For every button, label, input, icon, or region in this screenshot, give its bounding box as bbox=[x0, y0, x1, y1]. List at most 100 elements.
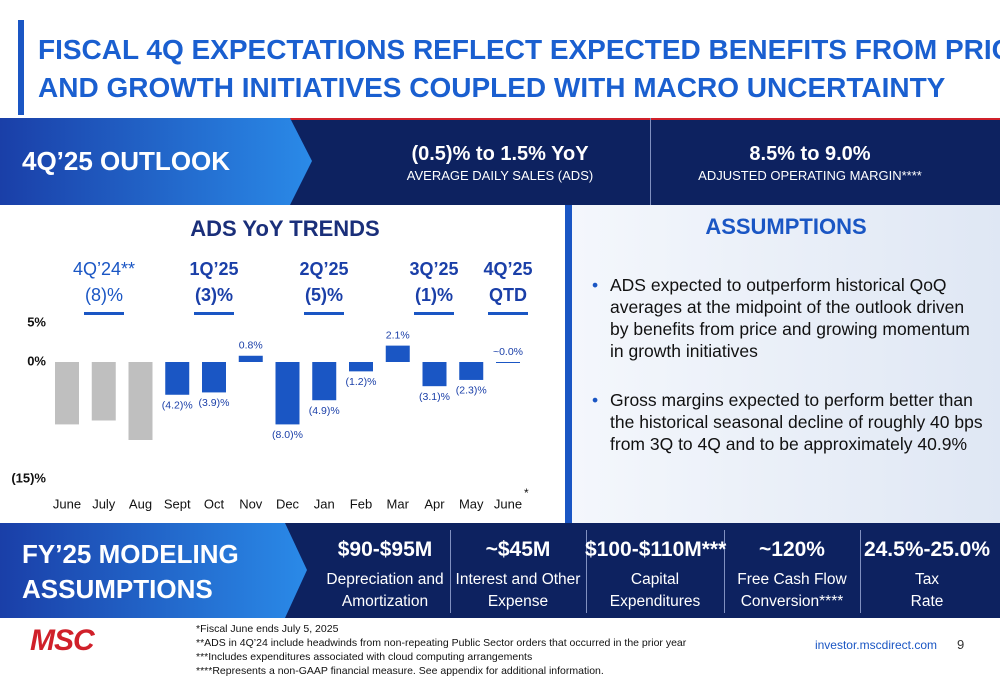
x-tick-label: Jan bbox=[314, 496, 335, 511]
logo: MSC bbox=[30, 624, 95, 657]
fy-caption: Conversion**** bbox=[740, 593, 844, 610]
fy-caption: Depreciation and bbox=[326, 571, 444, 588]
divider bbox=[724, 530, 725, 613]
data-label: (1.2)% bbox=[346, 376, 377, 388]
x-tick-label: Dec bbox=[276, 496, 300, 511]
title-line: FISCAL 4Q EXPECTATIONS REFLECT EXPECTED … bbox=[38, 34, 1000, 65]
footnote: *Fiscal June ends July 5, 2025 bbox=[196, 623, 339, 635]
bar bbox=[202, 362, 226, 393]
x-tick-label: Aug bbox=[129, 496, 152, 511]
quarter-underline bbox=[414, 312, 454, 315]
panel-bar bbox=[565, 205, 572, 523]
outlook-item: (0.5)% to 1.5% YoY AVERAGE DAILY SALES (… bbox=[380, 143, 620, 183]
data-label: 0.8% bbox=[239, 340, 263, 352]
page-number: 9 bbox=[957, 637, 965, 652]
bar bbox=[422, 362, 447, 387]
fy-value: $100-$110M*** bbox=[585, 538, 727, 561]
data-label: (2.3)% bbox=[456, 385, 487, 397]
title-bar bbox=[18, 20, 24, 115]
y-tick-label: (15)% bbox=[11, 470, 46, 485]
bar bbox=[349, 362, 373, 372]
footnote: ****Represents a non-GAAP financial meas… bbox=[196, 665, 604, 677]
bullet-text: ADS expected to outperform historical Qo… bbox=[610, 275, 970, 361]
divider bbox=[586, 530, 587, 613]
chart-title: ADS YoY TRENDS bbox=[190, 216, 379, 241]
fy-value: 24.5%-25.0% bbox=[863, 538, 991, 561]
data-label: (4.2)% bbox=[162, 400, 193, 412]
fy-caption: Free Cash Flow bbox=[737, 571, 847, 588]
bar bbox=[165, 362, 190, 395]
x-tick-label: July bbox=[92, 496, 116, 511]
divider bbox=[860, 530, 861, 613]
bullet: • ADS expected to outperform historical Q… bbox=[592, 275, 970, 361]
quarter-value: (1)% bbox=[415, 285, 453, 305]
outlook-value: 8.5% to 9.0% bbox=[749, 143, 871, 165]
bar bbox=[312, 362, 337, 401]
fy-caption: Amortization bbox=[341, 593, 429, 610]
quarter-value: QTD bbox=[489, 285, 527, 305]
quarter-underline bbox=[84, 312, 124, 315]
url: investor.mscdirect.com bbox=[814, 638, 937, 652]
quarter-underline bbox=[488, 312, 528, 315]
fy-caption: Interest and Other bbox=[455, 571, 581, 588]
x-tick-label: Oct bbox=[204, 496, 225, 511]
outlook-caption: AVERAGE DAILY SALES (ADS) bbox=[406, 168, 594, 183]
quarter-name: 1Q’25 bbox=[189, 259, 238, 279]
y-tick-label: 5% bbox=[27, 314, 46, 329]
quarter-underline bbox=[194, 312, 234, 315]
quarter-underline bbox=[304, 312, 344, 315]
x-tick-label: Mar bbox=[387, 496, 410, 511]
fy-arrow bbox=[0, 523, 307, 618]
x-tick-label: Feb bbox=[350, 496, 372, 511]
bullet: • Gross margins expected to perform bette… bbox=[592, 390, 983, 454]
assumptions-title: ASSUMPTIONS bbox=[705, 214, 867, 239]
x-tick-label: June bbox=[53, 496, 81, 511]
bar bbox=[91, 362, 116, 421]
assumptions-panel bbox=[572, 205, 1000, 523]
outlook-label: 4Q’25 OUTLOOK bbox=[22, 146, 231, 176]
fy-label: ASSUMPTIONS bbox=[22, 574, 213, 604]
bar bbox=[385, 345, 410, 362]
fy-caption: Rate bbox=[910, 593, 944, 610]
quarter-value: (5)% bbox=[305, 285, 343, 305]
outlook-item: 8.5% to 9.0% ADJUSTED OPERATING MARGIN**… bbox=[660, 143, 960, 183]
data-label: (8.0)% bbox=[272, 429, 303, 441]
fy-caption: Expenditures bbox=[609, 593, 701, 610]
fy-value: ~$45M bbox=[485, 538, 551, 561]
bar bbox=[459, 362, 484, 380]
fy-caption: Capital bbox=[630, 571, 680, 588]
quarter-value: (8)% bbox=[85, 285, 123, 305]
quarter-name: 2Q’25 bbox=[299, 259, 348, 279]
footnote: ***Includes expenditures associated with… bbox=[196, 651, 533, 663]
data-label: (3.1)% bbox=[419, 391, 450, 403]
y-tick-label: 0% bbox=[27, 353, 46, 368]
data-label: 2.1% bbox=[386, 329, 410, 341]
quarter-value: (3)% bbox=[195, 285, 233, 305]
chart: ADS YoY TRENDS 5% 0% (15)% June July Aug (4.2)… bbox=[11, 216, 532, 512]
quarter-name: 4Q’25 bbox=[483, 259, 532, 279]
fy-value: $90-$95M bbox=[337, 538, 433, 561]
x-tick-label: Apr bbox=[424, 496, 445, 511]
bar bbox=[128, 362, 153, 440]
bar bbox=[275, 362, 300, 425]
outlook-value: (0.5)% to 1.5% YoY bbox=[411, 143, 589, 165]
x-tick-label: June bbox=[494, 496, 522, 511]
data-label: (4.9)% bbox=[309, 405, 340, 417]
outlook-caption: ADJUSTED OPERATING MARGIN**** bbox=[698, 168, 922, 183]
fy-caption: Tax bbox=[914, 571, 940, 588]
bullet-text: Gross margins expected to perform better… bbox=[610, 390, 983, 454]
quarter-name: 4Q’24** bbox=[73, 259, 135, 279]
x-tick-label: Sept bbox=[164, 496, 191, 511]
divider bbox=[650, 118, 651, 205]
bar bbox=[496, 362, 520, 363]
title-line: AND GROWTH INITIATIVES COUPLED WITH MACR… bbox=[38, 72, 946, 103]
data-label: ~0.0% bbox=[493, 346, 523, 358]
outlook-arrow bbox=[0, 118, 312, 205]
accent-line bbox=[270, 118, 1000, 120]
quarter-name: 3Q’25 bbox=[409, 259, 458, 279]
bar bbox=[238, 355, 263, 362]
footnote: **ADS in 4Q’24 include headwinds from no… bbox=[196, 637, 687, 649]
fy-value: ~120% bbox=[759, 538, 825, 561]
bullet-list: • ADS expected to outperform historical Q… bbox=[592, 274, 987, 455]
